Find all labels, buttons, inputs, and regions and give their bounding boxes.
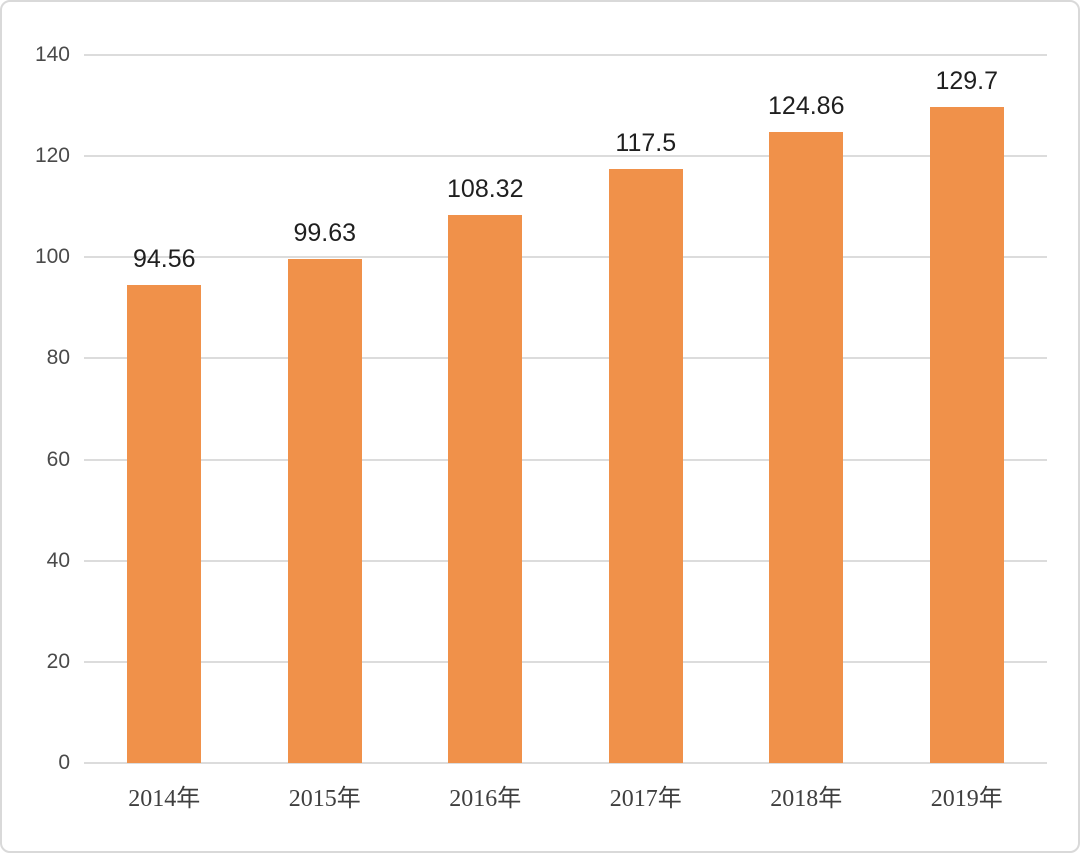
bar-slot: 117.5 xyxy=(566,55,727,763)
bar-2014年 xyxy=(127,284,202,763)
bar-2015年 xyxy=(287,259,362,763)
x-axis: 2014年 2015年 2016年 2017年 2018年 2019年 xyxy=(84,765,1047,813)
bar-value-label: 108.32 xyxy=(447,175,524,204)
bar-2017年 xyxy=(608,168,683,763)
x-tick-label: 2017年 xyxy=(609,786,682,812)
gridline xyxy=(84,54,1047,56)
bar-value-label: 117.5 xyxy=(615,128,677,157)
bar-slot: 99.63 xyxy=(245,55,406,763)
bar-slot: 124.86 xyxy=(726,55,887,763)
y-tick-label: 40 xyxy=(46,548,70,572)
x-axis-line xyxy=(84,762,1047,764)
x-tick-label: 2015年 xyxy=(288,786,361,812)
x-tick-label: 2014年 xyxy=(128,786,201,812)
bar-value-label: 99.63 xyxy=(293,219,357,248)
y-tick-label: 100 xyxy=(34,245,70,269)
y-tick-label: 80 xyxy=(46,346,70,370)
gridline xyxy=(84,256,1047,259)
bar-2018年 xyxy=(769,131,844,763)
y-tick-label: 120 xyxy=(34,144,70,168)
bar-slot: 94.56 xyxy=(84,55,245,763)
bar-value-label: 124.86 xyxy=(768,91,845,120)
plot-area: 94.56 99.63 108.32 117.5 124.86 129.7 xyxy=(84,54,1047,764)
x-tick-label: 2018年 xyxy=(770,786,843,812)
y-tick-label: 140 xyxy=(34,43,70,66)
gridline xyxy=(84,458,1047,461)
bar-value-label: 129.7 xyxy=(935,67,999,96)
gridline xyxy=(84,559,1047,562)
bar-slot: 129.7 xyxy=(887,55,1048,763)
y-tick-label: 60 xyxy=(46,447,70,471)
y-tick-label: 0 xyxy=(58,751,70,774)
gridline xyxy=(84,155,1047,158)
x-tick-label: 2016年 xyxy=(449,786,522,812)
x-tick-label: 2019年 xyxy=(930,786,1003,812)
y-axis: 0 20 40 60 80 100 120 140 xyxy=(2,43,70,774)
bar-2016年 xyxy=(448,215,523,763)
bar-series: 94.56 99.63 108.32 117.5 124.86 129.7 xyxy=(84,55,1047,763)
bar-slot: 108.32 xyxy=(405,55,566,763)
bar-value-label: 94.56 xyxy=(132,244,196,273)
gridline xyxy=(84,660,1047,663)
gridline xyxy=(84,357,1047,360)
bar-2019年 xyxy=(929,107,1004,763)
y-tick-label: 20 xyxy=(46,649,70,673)
